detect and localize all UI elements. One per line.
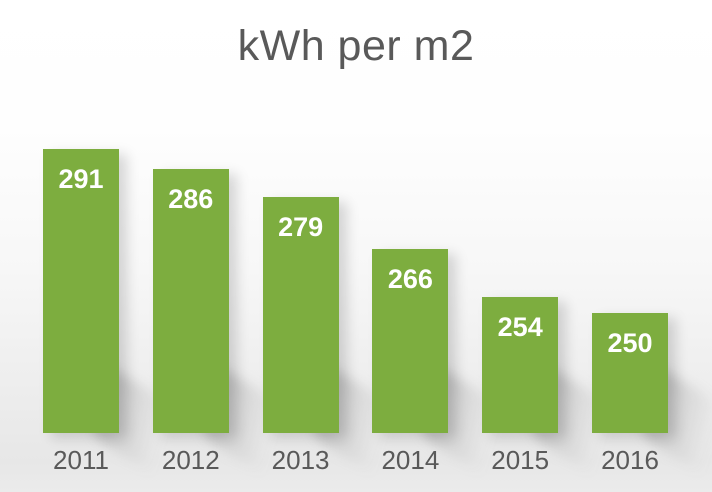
x-tick-2013: 2013	[271, 445, 330, 476]
x-tick-2014: 2014	[381, 445, 440, 476]
bar-2015: 254	[482, 297, 559, 434]
bar-group-2015: 254	[482, 133, 611, 483]
bar-2014: 266	[372, 249, 449, 434]
bar-value-label: 279	[278, 212, 324, 243]
bar-group-2016: 250	[591, 133, 712, 483]
bar-group-2014: 266	[372, 133, 501, 483]
bar-2013: 279	[262, 197, 339, 434]
x-tick-2012: 2012	[161, 445, 220, 476]
bar-group-2012: 286	[152, 133, 281, 483]
bar-group-2013: 279	[262, 133, 391, 483]
chart-canvas: kWh per m2 291 286 279 266	[0, 22, 712, 492]
bar-group-2011: 291	[43, 133, 171, 483]
bar-2011: 291	[43, 149, 119, 434]
bar-value-label: 291	[58, 164, 104, 195]
bar-2016: 250	[591, 313, 668, 434]
plot-area: 291 286 279 266 254	[0, 133, 712, 483]
bar-2012: 286	[152, 169, 229, 434]
x-tick-2011: 2011	[53, 445, 109, 476]
bar-value-label: 254	[497, 312, 543, 343]
bar-value-label: 250	[607, 328, 653, 359]
bar-value-label: 286	[168, 184, 214, 215]
chart-title: kWh per m2	[237, 22, 475, 70]
x-tick-2016: 2016	[601, 445, 659, 476]
x-tick-2015: 2015	[491, 445, 550, 476]
bar-value-label: 266	[387, 264, 433, 295]
x-axis: 2011 2012 2013 2014 2015 2016	[0, 445, 712, 476]
